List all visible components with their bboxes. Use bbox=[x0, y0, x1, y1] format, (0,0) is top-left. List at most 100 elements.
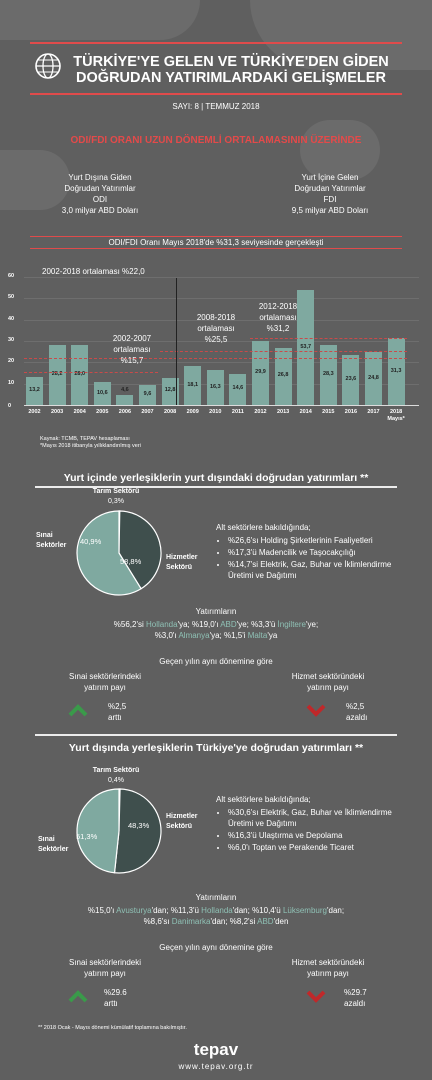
bar-value-label: 26,8 bbox=[277, 372, 289, 379]
chart-source: Kaynak: TCMB, TEPAV hesaplaması *Mayıs 2… bbox=[40, 436, 141, 449]
x-tick-label: 2006 bbox=[118, 409, 132, 415]
fdi-investments: Yatırımların %15,0'ı Avusturya'dan; %11,… bbox=[87, 893, 345, 926]
fdi-industry-change: Sınai sektörlerindeki yatırım payı bbox=[68, 958, 142, 978]
x-tick-label: 2015 bbox=[322, 409, 335, 415]
globe-icon bbox=[35, 53, 61, 79]
avg-2002-2007-label: 2002-2007 ortalaması %15,7 bbox=[112, 334, 152, 365]
x-tick-label: 2013 bbox=[276, 409, 290, 415]
subsector-bullet: %14,7'si Elektrik, Gaz, Buhar ve İklimle… bbox=[228, 559, 412, 581]
bar bbox=[71, 345, 89, 405]
y-tick-label: 0 bbox=[8, 403, 12, 409]
odi-industry-change: Sınai sektörlerindeki yatırım payı bbox=[68, 672, 142, 692]
grid-line bbox=[24, 277, 419, 278]
x-tick-suffix: Mayıs* bbox=[387, 416, 405, 422]
x-tick-label: 2003 bbox=[50, 409, 64, 415]
fdi-sector-pie bbox=[76, 788, 162, 874]
investment-text: 'dan; %8,2'si bbox=[210, 917, 258, 926]
bar bbox=[252, 341, 269, 405]
bar bbox=[48, 344, 66, 405]
investment-text: 'ya bbox=[267, 631, 278, 640]
fdi-yoy-label: Geçen yılın aynı dönemine göre bbox=[159, 943, 273, 952]
pie-slice-services bbox=[76, 510, 142, 596]
y-tick-label: 50 bbox=[8, 294, 15, 301]
bar-value-label: 29,9 bbox=[255, 369, 266, 376]
investment-text: %8,6'sı bbox=[143, 917, 172, 926]
pie-slice-services bbox=[76, 788, 120, 874]
bar-value-label: 28,3 bbox=[322, 370, 334, 377]
y-tick-label: 40 bbox=[8, 315, 15, 322]
grid-line bbox=[24, 319, 419, 321]
x-tick-label: 2009 bbox=[186, 409, 199, 415]
country-name: Lüksemburg bbox=[282, 906, 327, 915]
bar bbox=[184, 366, 202, 405]
bar-value-label: 31,3 bbox=[390, 367, 402, 374]
investment-text: 'dan; %10,4'ü bbox=[232, 906, 283, 915]
x-tick-label: 2004 bbox=[73, 409, 86, 415]
x-tick-label: 2008 bbox=[163, 409, 177, 415]
subsector-bullet: %6,0'ı Toptan ve Perakende Ticaret bbox=[228, 842, 412, 853]
map-shape bbox=[0, 0, 200, 40]
bar bbox=[139, 384, 156, 405]
investment-text: 'ya; %19,0'ı bbox=[177, 620, 221, 629]
tepav-logo: tepav bbox=[193, 1040, 239, 1059]
country-name: ABD bbox=[220, 620, 237, 629]
bar-value-label: 53,7 bbox=[300, 343, 312, 350]
x-tick-label: 2014 bbox=[299, 409, 312, 415]
pie2-services-value: 48,3% bbox=[128, 821, 150, 830]
ratio-heading: ODI/FDI ORANI UZUN DÖNEMLİ ORTALAMASININ… bbox=[70, 135, 362, 146]
banner-rule-top bbox=[30, 236, 402, 237]
map-shape bbox=[300, 120, 380, 180]
country-name: Almanya bbox=[178, 631, 210, 640]
investment-text: 'ye; %3,3'ü bbox=[236, 620, 278, 629]
grid-line bbox=[24, 362, 419, 364]
odi-industry-value: %2,5 arttı bbox=[108, 702, 127, 722]
investment-text: 'dan; bbox=[326, 906, 345, 915]
avg-2012-2018-line bbox=[250, 338, 407, 340]
avg-2008-2018-line bbox=[159, 350, 407, 352]
title-rule-top bbox=[30, 42, 402, 44]
grid-line bbox=[24, 298, 419, 300]
bar bbox=[365, 352, 382, 405]
pie2-industry-label: Sınai Sektörler bbox=[38, 836, 69, 853]
pie1-industry-value: 40,9% bbox=[80, 537, 102, 546]
up-arrow-icon bbox=[68, 990, 88, 1003]
down-arrow-icon bbox=[306, 704, 326, 717]
pie1-services-value: 58,8% bbox=[120, 557, 142, 566]
pie2-industry-value: 51,3% bbox=[76, 832, 98, 841]
bar-value-label: 9,6 bbox=[143, 390, 152, 397]
bar-value-label: 24,8 bbox=[368, 374, 379, 381]
banner-rule-bottom bbox=[30, 248, 402, 249]
bar-value-label: 28,0 bbox=[74, 371, 86, 378]
bar bbox=[93, 382, 111, 405]
bar bbox=[161, 377, 179, 405]
country-name: Hollanda bbox=[146, 620, 178, 629]
fdi-subsector-box: Alt sektörlere bakıldığında; %30,6'sı El… bbox=[216, 794, 412, 854]
subsector-bullet: %16,3'ü Ulaştırma ve Depolama bbox=[228, 830, 412, 841]
country-name: ABD bbox=[257, 917, 274, 926]
bar-value-label: 14,6 bbox=[232, 385, 244, 392]
bar-value-label: 12,8 bbox=[164, 387, 176, 394]
issue-date: SAYI: 8 | TEMMUZ 2018 bbox=[172, 102, 260, 111]
country-name: Danimarka bbox=[171, 917, 211, 926]
footer-url[interactable]: www.tepav.org.tr bbox=[178, 1062, 254, 1071]
investment-text: 'ya; %1,5'i bbox=[209, 631, 248, 640]
bar-value-label: 23,6 bbox=[345, 375, 357, 382]
odi-sector-heading: Yurt içinde yerleşiklerin yurt dışındaki… bbox=[63, 472, 369, 484]
avg-2002-2007-line bbox=[24, 371, 158, 373]
fdi-industry-value: %29.6 arttı bbox=[104, 988, 127, 1008]
country-name: Hollanda bbox=[201, 906, 233, 915]
odi-services-value: %2,5 azaldı bbox=[346, 702, 368, 722]
bar bbox=[297, 290, 315, 405]
y-tick-label: 10 bbox=[8, 379, 15, 386]
investment-text: %15,0'ı bbox=[87, 906, 117, 915]
bar-value-label: 13,2 bbox=[29, 386, 40, 393]
x-tick-label: 2011 bbox=[231, 409, 244, 415]
bar bbox=[387, 338, 405, 405]
x-axis bbox=[24, 405, 419, 406]
odi-sector-pie bbox=[76, 510, 162, 596]
bar bbox=[116, 395, 134, 405]
odi-subsector-box: Alt sektörlere bakıldığında; %26,6'sı Ho… bbox=[216, 522, 412, 582]
odi-services-change: Hizmet sektöründeki yatırım payı bbox=[291, 672, 365, 692]
fdi-sector-heading: Yurt dışında yerleşiklerin Türkiye'ye do… bbox=[68, 742, 364, 754]
title-rule-bottom bbox=[30, 93, 402, 95]
